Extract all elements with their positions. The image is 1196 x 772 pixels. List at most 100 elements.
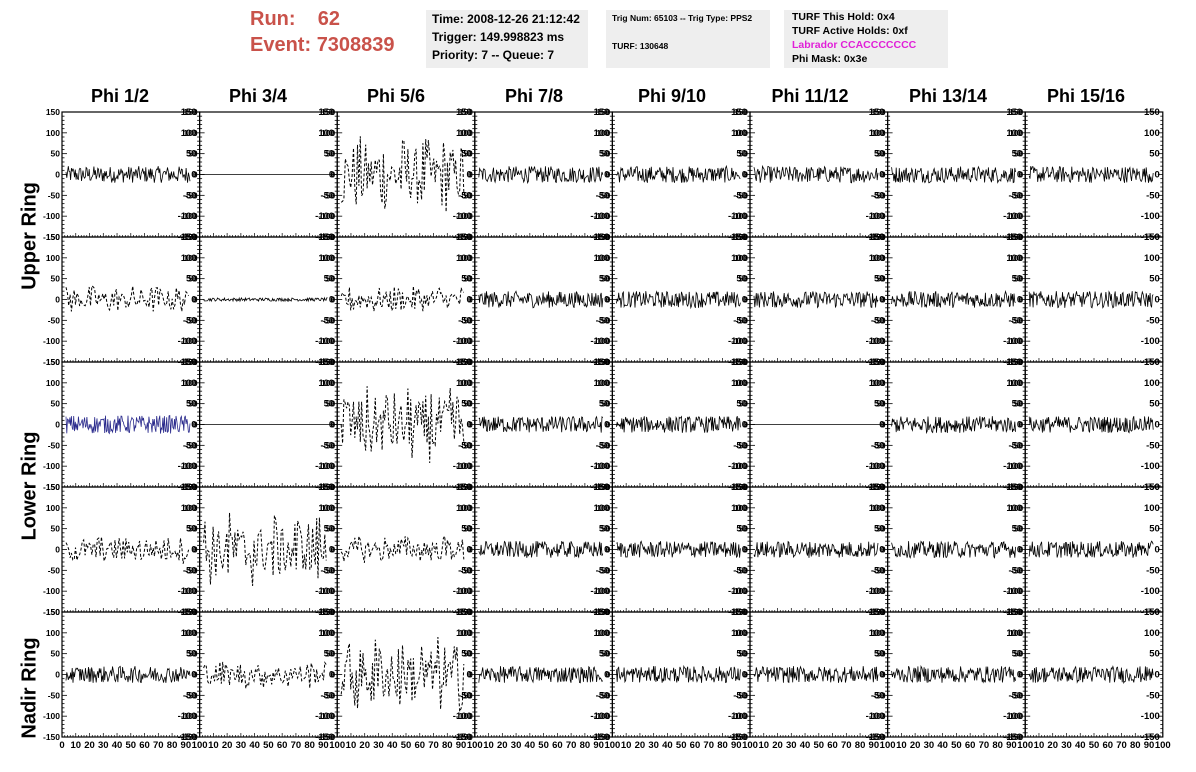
trigger-text: Trigger: 149.998823 ms bbox=[432, 30, 565, 44]
y-tick-label: 0 bbox=[1018, 295, 1023, 305]
y-tick-label: -50 bbox=[1008, 190, 1022, 201]
y-tick-label: 50 bbox=[1012, 399, 1023, 410]
y-tick-label: -100 bbox=[453, 586, 472, 597]
y-tick-label: -50 bbox=[1011, 315, 1024, 325]
y-tick-label: -100 bbox=[181, 586, 198, 596]
y-tick-label: 100 bbox=[181, 378, 197, 389]
y-tick-label: -50 bbox=[873, 690, 886, 700]
y-tick-label: -100 bbox=[43, 336, 60, 346]
y-tick-label: -100 bbox=[731, 461, 748, 471]
y-tick-label: 0 bbox=[193, 295, 198, 305]
y-tick-label: -50 bbox=[185, 690, 198, 700]
y-tick-label: 50 bbox=[326, 399, 336, 409]
y-tick-label: -100 bbox=[43, 586, 60, 596]
y-tick-label: 100 bbox=[594, 128, 610, 139]
y-tick-label: 0 bbox=[191, 420, 196, 431]
y-tick-label: -50 bbox=[598, 190, 611, 200]
y-tick-label: -100 bbox=[866, 461, 885, 472]
y-tick-label: -50 bbox=[1146, 565, 1160, 576]
y-tick-label: 0 bbox=[468, 545, 473, 555]
y-tick-label: -100 bbox=[1006, 461, 1023, 471]
y-tick-label: 50 bbox=[51, 274, 61, 284]
y-tick-label: 150 bbox=[594, 482, 610, 493]
y-tick-label: 150 bbox=[871, 357, 885, 367]
y-tick-label: 50 bbox=[326, 524, 336, 534]
waveform-trace bbox=[478, 665, 604, 684]
y-tick-label: -100 bbox=[590, 336, 609, 347]
y-tick-label: 0 bbox=[193, 670, 198, 680]
y-tick-label: 50 bbox=[188, 649, 198, 659]
turf-this-hold-text: TURF This Hold: 0x4 bbox=[792, 11, 895, 23]
y-tick-label: 50 bbox=[461, 649, 472, 660]
y-tick-label: 0 bbox=[191, 545, 196, 556]
y-tick-label: 150 bbox=[596, 232, 610, 242]
y-tick-label: 100 bbox=[871, 128, 885, 138]
y-tick-label: 100 bbox=[596, 503, 610, 513]
column-header-phi-3-4: Phi 3/4 bbox=[228, 86, 288, 106]
y-tick-label: 50 bbox=[874, 274, 885, 285]
y-tick-label: -50 bbox=[461, 440, 474, 450]
y-tick-label: -100 bbox=[728, 336, 747, 347]
waveform-trace bbox=[478, 166, 604, 185]
y-tick-label: 150 bbox=[459, 357, 473, 367]
y-tick-label: -100 bbox=[178, 211, 197, 222]
y-tick-label: 0 bbox=[329, 420, 334, 431]
y-tick-label: -100 bbox=[1141, 461, 1160, 472]
y-tick-label: 50 bbox=[461, 274, 472, 285]
y-tick-label: 50 bbox=[874, 524, 885, 535]
y-tick-label: 0 bbox=[193, 545, 198, 555]
y-tick-label: -50 bbox=[320, 440, 334, 451]
y-tick-label: 100 bbox=[321, 628, 335, 638]
y-tick-label: 0 bbox=[606, 295, 611, 305]
y-tick-label: 50 bbox=[1012, 274, 1023, 285]
y-tick-label: 50 bbox=[1014, 149, 1024, 159]
waveform-trace bbox=[753, 540, 879, 559]
y-tick-label: 100 bbox=[1144, 253, 1160, 264]
y-tick-label: -100 bbox=[43, 711, 60, 721]
y-tick-label: 100 bbox=[734, 128, 748, 138]
y-tick-label: 0 bbox=[330, 170, 335, 180]
y-tick-label: 100 bbox=[181, 253, 197, 264]
y-tick-label: 150 bbox=[456, 107, 472, 118]
y-tick-label: -50 bbox=[183, 690, 197, 701]
y-tick-label: -50 bbox=[1146, 440, 1160, 451]
y-tick-label: 100 bbox=[456, 378, 472, 389]
y-tick-label: 50 bbox=[876, 399, 886, 409]
y-tick-label: 100 bbox=[1144, 128, 1160, 139]
y-tick-label: 150 bbox=[734, 107, 748, 117]
y-tick-label: -50 bbox=[733, 565, 747, 576]
y-tick-label: 150 bbox=[456, 357, 472, 368]
y-tick-label: 150 bbox=[46, 607, 60, 617]
y-tick-label: 100 bbox=[731, 253, 747, 264]
y-tick-label: 50 bbox=[1149, 524, 1160, 535]
y-tick-label: 100 bbox=[1144, 503, 1160, 514]
y-tick-label: -100 bbox=[1003, 461, 1022, 472]
y-tick-label: -50 bbox=[736, 440, 749, 450]
waveform-trace bbox=[753, 665, 879, 684]
y-tick-label: 0 bbox=[330, 670, 335, 680]
y-tick-label: 150 bbox=[459, 482, 473, 492]
y-tick-label: 100 bbox=[459, 128, 473, 138]
waveform-trace bbox=[753, 291, 879, 309]
y-tick-label: 150 bbox=[1144, 107, 1160, 118]
column-header-phi-15-16: Phi 15/16 bbox=[1046, 86, 1126, 106]
y-tick-label: -50 bbox=[1008, 690, 1022, 701]
y-tick-label: -50 bbox=[458, 440, 472, 451]
y-tick-label: -50 bbox=[323, 190, 336, 200]
y-tick-label: 100 bbox=[321, 253, 335, 263]
y-tick-label: 0 bbox=[468, 295, 473, 305]
y-tick-label: 50 bbox=[874, 649, 885, 660]
y-tick-label: -50 bbox=[183, 440, 197, 451]
y-tick-label: 50 bbox=[599, 399, 610, 410]
y-tick-label: -100 bbox=[456, 586, 473, 596]
y-tick-label: -50 bbox=[1011, 190, 1024, 200]
y-tick-label: -100 bbox=[1006, 586, 1023, 596]
y-tick-label: 0 bbox=[1017, 295, 1022, 306]
labrador-text: Labrador CCACCCCCCC bbox=[792, 39, 917, 51]
y-tick-label: 150 bbox=[183, 357, 197, 367]
trig-num-text: Trig Num: 65103 -- Trig Type: PPS2 bbox=[612, 13, 753, 23]
y-tick-label: -50 bbox=[733, 190, 747, 201]
y-tick-label: -100 bbox=[456, 336, 473, 346]
column-header-phi-13-14: Phi 13/14 bbox=[908, 86, 988, 106]
column-header-phi-9-10: Phi 9/10 bbox=[637, 86, 707, 106]
